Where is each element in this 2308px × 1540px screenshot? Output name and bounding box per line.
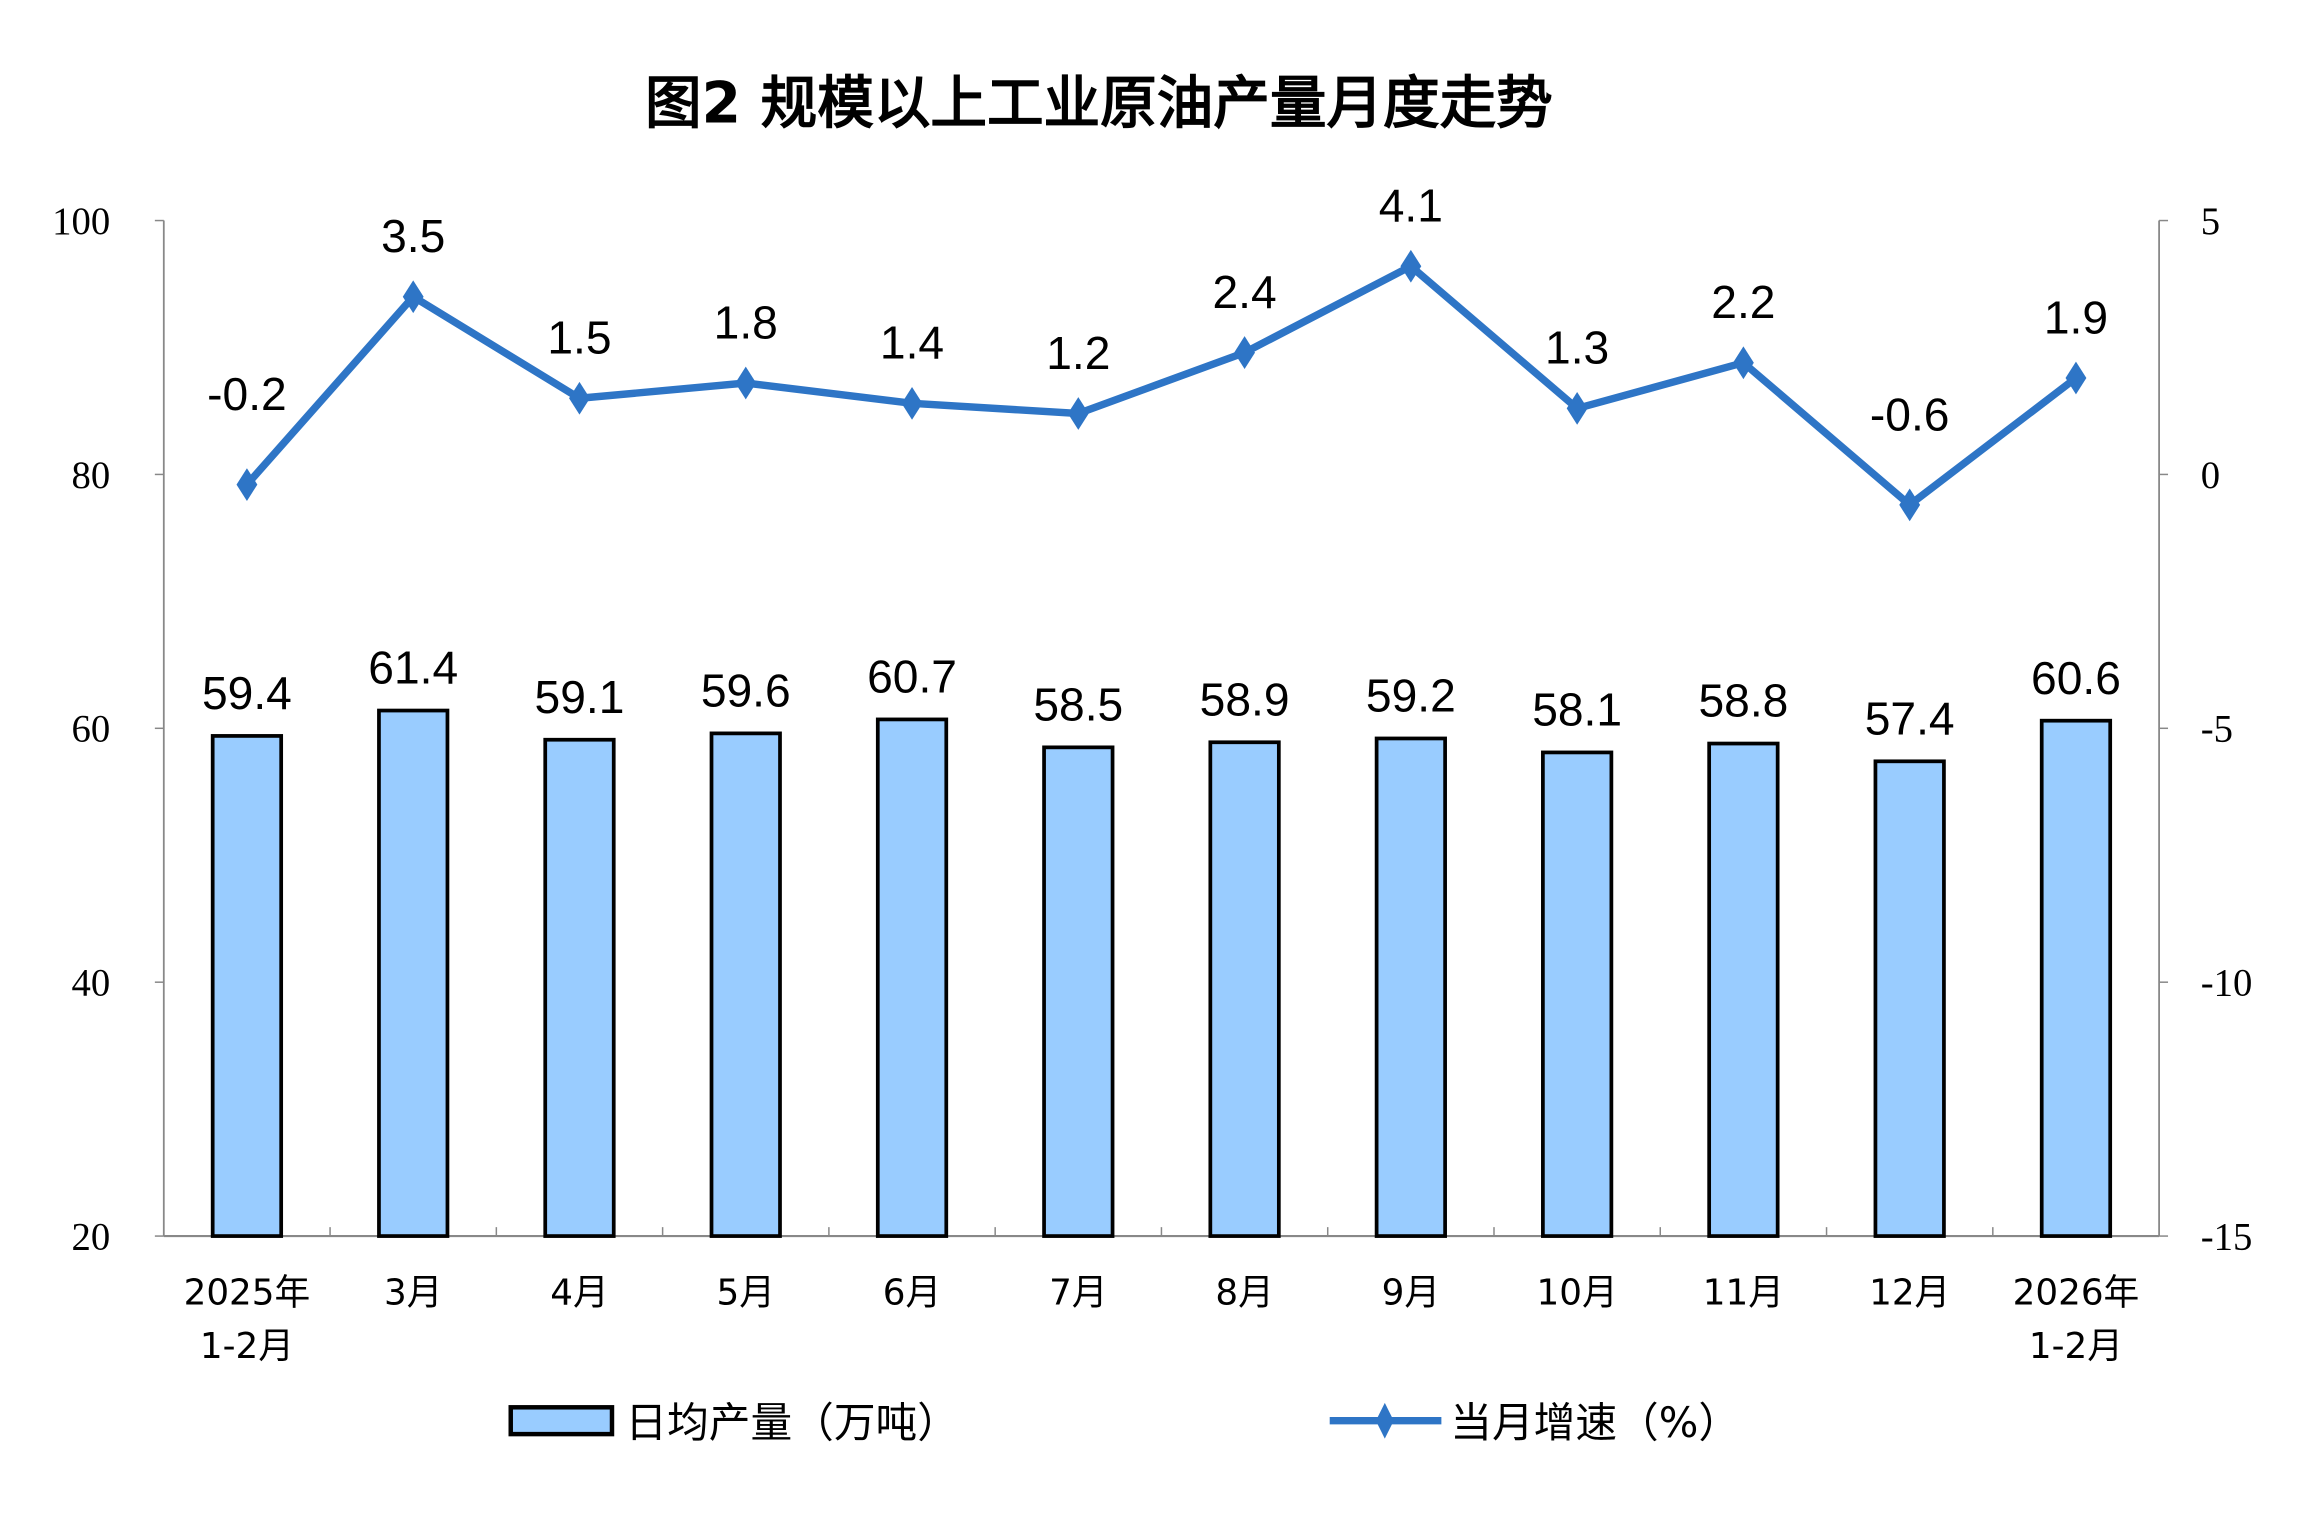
- bar: [210, 734, 284, 1238]
- chart-title: 图2 规模以上工业原油产量月度走势: [645, 70, 1553, 136]
- right-tick-label: -15: [2201, 1216, 2253, 1258]
- line-marker: [1234, 336, 1256, 369]
- line-data-label: 1.2: [1046, 327, 1110, 379]
- line-marker: [402, 280, 424, 314]
- left-tick-label: 60: [71, 709, 110, 751]
- bar-data-label: 58.9: [1200, 673, 1290, 725]
- line-data-label: -0.6: [1870, 388, 1950, 440]
- line-data-label: 1.9: [2044, 291, 2108, 343]
- line-marker: [2065, 361, 2087, 395]
- x-tick-label: 11月: [1703, 1273, 1784, 1314]
- x-tick-label: 4月: [550, 1273, 608, 1314]
- line-data-label: 2.4: [1212, 266, 1276, 318]
- bar-data-label: 58.5: [1033, 679, 1123, 731]
- right-tick-label: -10: [2201, 963, 2253, 1005]
- x-tick-label: 9月: [1382, 1273, 1440, 1314]
- x-tick-label: 1-2月: [2029, 1326, 2123, 1367]
- growth-line: [244, 261, 2079, 510]
- right-tick-label: 5: [2201, 201, 2220, 243]
- line-marker: [1400, 249, 1422, 283]
- line-data-label: 2.2: [1711, 276, 1775, 328]
- bar: [1873, 759, 1946, 1238]
- legend-bar-label: 日均产量（万吨）: [625, 1398, 958, 1447]
- line-data-label: 1.8: [714, 296, 778, 348]
- bar: [875, 717, 949, 1238]
- right-tick-label: -5: [2201, 709, 2233, 751]
- x-tick-label: 10月: [1537, 1273, 1618, 1314]
- x-tick-label: 1-2月: [200, 1326, 294, 1367]
- line-data-label: -0.2: [207, 368, 287, 420]
- left-tick-label: 100: [52, 201, 110, 243]
- line-data-label: 1.4: [880, 317, 944, 369]
- bar: [1541, 750, 1614, 1238]
- x-tick-label: 12月: [1869, 1273, 1950, 1314]
- legend-line-marker: [1375, 1402, 1394, 1439]
- right-tick-label: 0: [2201, 455, 2220, 497]
- line-data-label: 4.1: [1379, 180, 1443, 232]
- legend: 日均产量（万吨） 当月增速（%）: [508, 1398, 1740, 1447]
- line-marker: [1732, 346, 1754, 380]
- left-tick-label: 80: [71, 455, 110, 497]
- bar: [1374, 736, 1447, 1238]
- bar-data-label: 60.7: [867, 651, 957, 703]
- bar-data-label: 57.4: [1865, 693, 1955, 745]
- bar: [2039, 718, 2113, 1238]
- legend-line-label: 当月增速（%）: [1450, 1398, 1740, 1447]
- legend-bar-swatch: [508, 1405, 615, 1437]
- left-tick-label: 40: [71, 963, 110, 1005]
- line-marker: [735, 366, 757, 400]
- line-marker: [1067, 397, 1089, 430]
- x-tick-label: 2026年: [2013, 1273, 2140, 1314]
- line-marker: [901, 386, 923, 420]
- x-tick-label: 8月: [1215, 1273, 1273, 1314]
- x-tick-label: 2025年: [184, 1273, 311, 1314]
- bar: [377, 708, 450, 1238]
- x-tick-label: 3月: [384, 1273, 442, 1314]
- line-data-label: 3.5: [381, 210, 445, 262]
- bar-data-label: 59.1: [535, 671, 625, 723]
- line-marker: [569, 381, 590, 415]
- bar-data-label: 61.4: [368, 642, 458, 694]
- line-marker: [1899, 488, 1921, 522]
- line-marker: [236, 468, 258, 501]
- bar: [1208, 740, 1281, 1238]
- bar-data-label: 59.2: [1366, 670, 1456, 722]
- x-tick-label: 5月: [717, 1273, 775, 1314]
- left-tick-label: 20: [71, 1216, 110, 1258]
- line-data-label: 1.5: [547, 312, 611, 364]
- bar-data-label: 58.1: [1532, 684, 1622, 736]
- x-tick-label: 7月: [1049, 1273, 1107, 1314]
- bar-data-label: 58.8: [1698, 675, 1788, 727]
- bar-data-label: 59.6: [701, 665, 791, 717]
- bar: [709, 731, 782, 1238]
- bar: [1707, 741, 1780, 1238]
- bar-data-label: 59.4: [202, 667, 292, 719]
- bar-data-label: 60.6: [2031, 652, 2121, 704]
- line-marker: [1566, 392, 1588, 425]
- x-tick-label: 6月: [883, 1273, 941, 1314]
- bar: [1042, 745, 1115, 1238]
- bar: [543, 737, 616, 1238]
- line-data-label: 1.3: [1545, 322, 1609, 374]
